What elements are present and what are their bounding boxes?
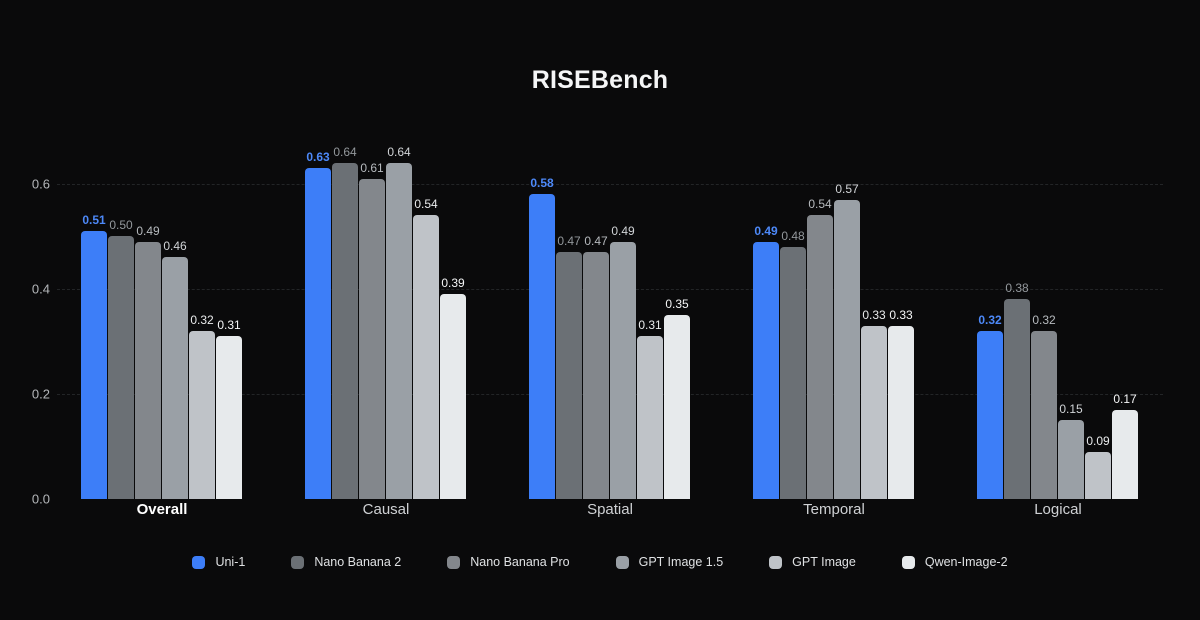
bar-uni-1-spatial [529,194,555,499]
bar-group-logical: 0.32 0.38 0.32 0.15 0.09 0.17 [977,121,1139,499]
bar-value-label-qwen-image-2-causal: 0.39 [441,276,465,290]
bar-group-causal: 0.63 0.64 0.61 0.64 0.54 0.39 [305,121,467,499]
legend-item-qwen-image-2: Qwen-Image-2 [901,555,1008,569]
legend-label-gpt-image: GPT Image [792,555,856,569]
bar-value-label-uni-1-spatial: 0.58 [530,176,554,190]
gridline-0.6 [57,184,1163,185]
legend-label-qwen-image-2: Qwen-Image-2 [924,555,1008,569]
bar-value-label-nano-banana-2-logical: 0.38 [1005,281,1029,295]
bar-gpt-image-1-5-spatial [610,242,636,499]
bar-nano-banana-2-temporal [780,247,806,499]
bar-value-label-uni-1-causal: 0.63 [306,150,330,164]
legend: Uni-1 Nano Banana 2 Nano Banana Pro GPT Ima… [0,549,1200,575]
legend-label-uni-1: Uni-1 [215,555,246,569]
legend-label-gpt-image-1-5: GPT Image 1.5 [638,555,724,569]
bar-value-label-gpt-image-spatial: 0.31 [638,318,662,332]
bar-value-label-gpt-image-1-5-temporal: 0.57 [835,182,859,196]
legend-item-nano-banana-pro: Nano Banana Pro [447,555,570,569]
bar-nano-banana-pro-overall [135,242,161,499]
bar-value-label-gpt-image-overall: 0.32 [190,313,214,327]
bar-value-label-uni-1-logical: 0.32 [978,313,1002,327]
bar-gpt-image-1-5-overall [162,257,188,499]
legend-item-gpt-image-1-5: GPT Image 1.5 [615,555,724,569]
bar-gpt-image-1-5-temporal [834,200,860,499]
bar-value-label-gpt-image-1-5-overall: 0.46 [163,239,187,253]
bar-nano-banana-pro-causal [359,179,385,499]
bar-group-spatial: 0.58 0.47 0.47 0.49 0.31 0.35 [529,121,691,499]
bar-value-label-nano-banana-2-overall: 0.50 [109,218,133,232]
legend-item-gpt-image: GPT Image [769,555,856,569]
bar-uni-1-causal [305,168,331,499]
bar-value-label-uni-1-temporal: 0.49 [754,224,778,238]
bar-value-label-gpt-image-logical: 0.09 [1086,434,1110,448]
bar-value-label-qwen-image-2-temporal: 0.33 [889,308,913,322]
legend-label-nano-banana-pro: Nano Banana Pro [470,555,570,569]
y-tick-label-0.4: 0.4 [31,281,50,297]
bar-group-temporal: 0.49 0.48 0.54 0.57 0.33 0.33 [753,121,915,499]
bar-value-label-gpt-image-temporal: 0.33 [862,308,886,322]
bar-value-label-nano-banana-2-temporal: 0.48 [781,229,805,243]
category-label-overall: Overall [136,501,188,518]
legend-item-uni-1: Uni-1 [192,555,245,569]
bar-qwen-image-2-causal [440,294,466,499]
bar-value-label-nano-banana-2-spatial: 0.47 [557,234,581,248]
legend-item-nano-banana-2: Nano Banana 2 [291,555,401,569]
chart-title: RISEBench [531,66,669,94]
y-tick-label-0.2: 0.2 [31,386,50,402]
bar-gpt-image-logical [1085,452,1111,499]
bar-uni-1-logical [977,331,1003,499]
bar-gpt-image-1-5-logical [1058,420,1084,499]
bar-qwen-image-2-overall [216,336,242,499]
bar-value-label-gpt-image-1-5-causal: 0.64 [387,145,411,159]
bar-gpt-image-overall [189,331,215,499]
legend-swatch-nano-banana-2 [291,555,305,569]
bar-uni-1-overall [81,231,107,499]
bar-value-label-nano-banana-pro-causal: 0.61 [360,161,384,175]
bar-value-label-gpt-image-1-5-spatial: 0.49 [611,224,635,238]
y-tick-label-0.6: 0.6 [31,176,50,192]
bar-gpt-image-temporal [861,326,887,499]
bar-qwen-image-2-temporal [888,326,914,499]
bar-value-label-qwen-image-2-overall: 0.31 [217,318,241,332]
bar-nano-banana-pro-temporal [807,215,833,499]
bar-nano-banana-pro-spatial [583,252,609,499]
category-label-temporal: Temporal [803,501,865,518]
bar-uni-1-temporal [753,242,779,499]
legend-swatch-qwen-image-2 [901,555,915,569]
category-label-causal: Causal [362,501,410,518]
bar-nano-banana-2-causal [332,163,358,499]
bar-value-label-nano-banana-pro-spatial: 0.47 [584,234,608,248]
bar-nano-banana-pro-logical [1031,331,1057,499]
y-tick-label-0.0: 0.0 [31,491,50,507]
bar-nano-banana-2-overall [108,236,134,499]
bar-gpt-image-causal [413,215,439,499]
legend-swatch-gpt-image-1-5 [615,555,629,569]
bar-value-label-nano-banana-pro-temporal: 0.54 [808,197,832,211]
bar-gpt-image-1-5-causal [386,163,412,499]
bar-value-label-gpt-image-1-5-logical: 0.15 [1059,402,1083,416]
bar-value-label-nano-banana-pro-overall: 0.49 [136,224,160,238]
category-label-spatial: Spatial [587,501,633,518]
bar-value-label-nano-banana-2-causal: 0.64 [333,145,357,159]
bar-qwen-image-2-spatial [664,315,690,499]
bar-value-label-gpt-image-causal: 0.54 [414,197,438,211]
legend-swatch-uni-1 [192,555,206,569]
bar-gpt-image-spatial [637,336,663,499]
legend-swatch-nano-banana-pro [447,555,461,569]
bar-value-label-nano-banana-pro-logical: 0.32 [1032,313,1056,327]
bar-nano-banana-2-logical [1004,299,1030,499]
legend-swatch-gpt-image [769,555,783,569]
bar-nano-banana-2-spatial [556,252,582,499]
bar-qwen-image-2-logical [1112,410,1138,499]
legend-label-nano-banana-2: Nano Banana 2 [314,555,402,569]
bar-value-label-uni-1-overall: 0.51 [82,213,106,227]
bar-value-label-qwen-image-2-logical: 0.17 [1113,392,1137,406]
bar-group-overall: 0.51 0.50 0.49 0.46 0.32 0.31 [81,121,243,499]
bar-value-label-qwen-image-2-spatial: 0.35 [665,297,689,311]
category-label-logical: Logical [1034,501,1082,518]
